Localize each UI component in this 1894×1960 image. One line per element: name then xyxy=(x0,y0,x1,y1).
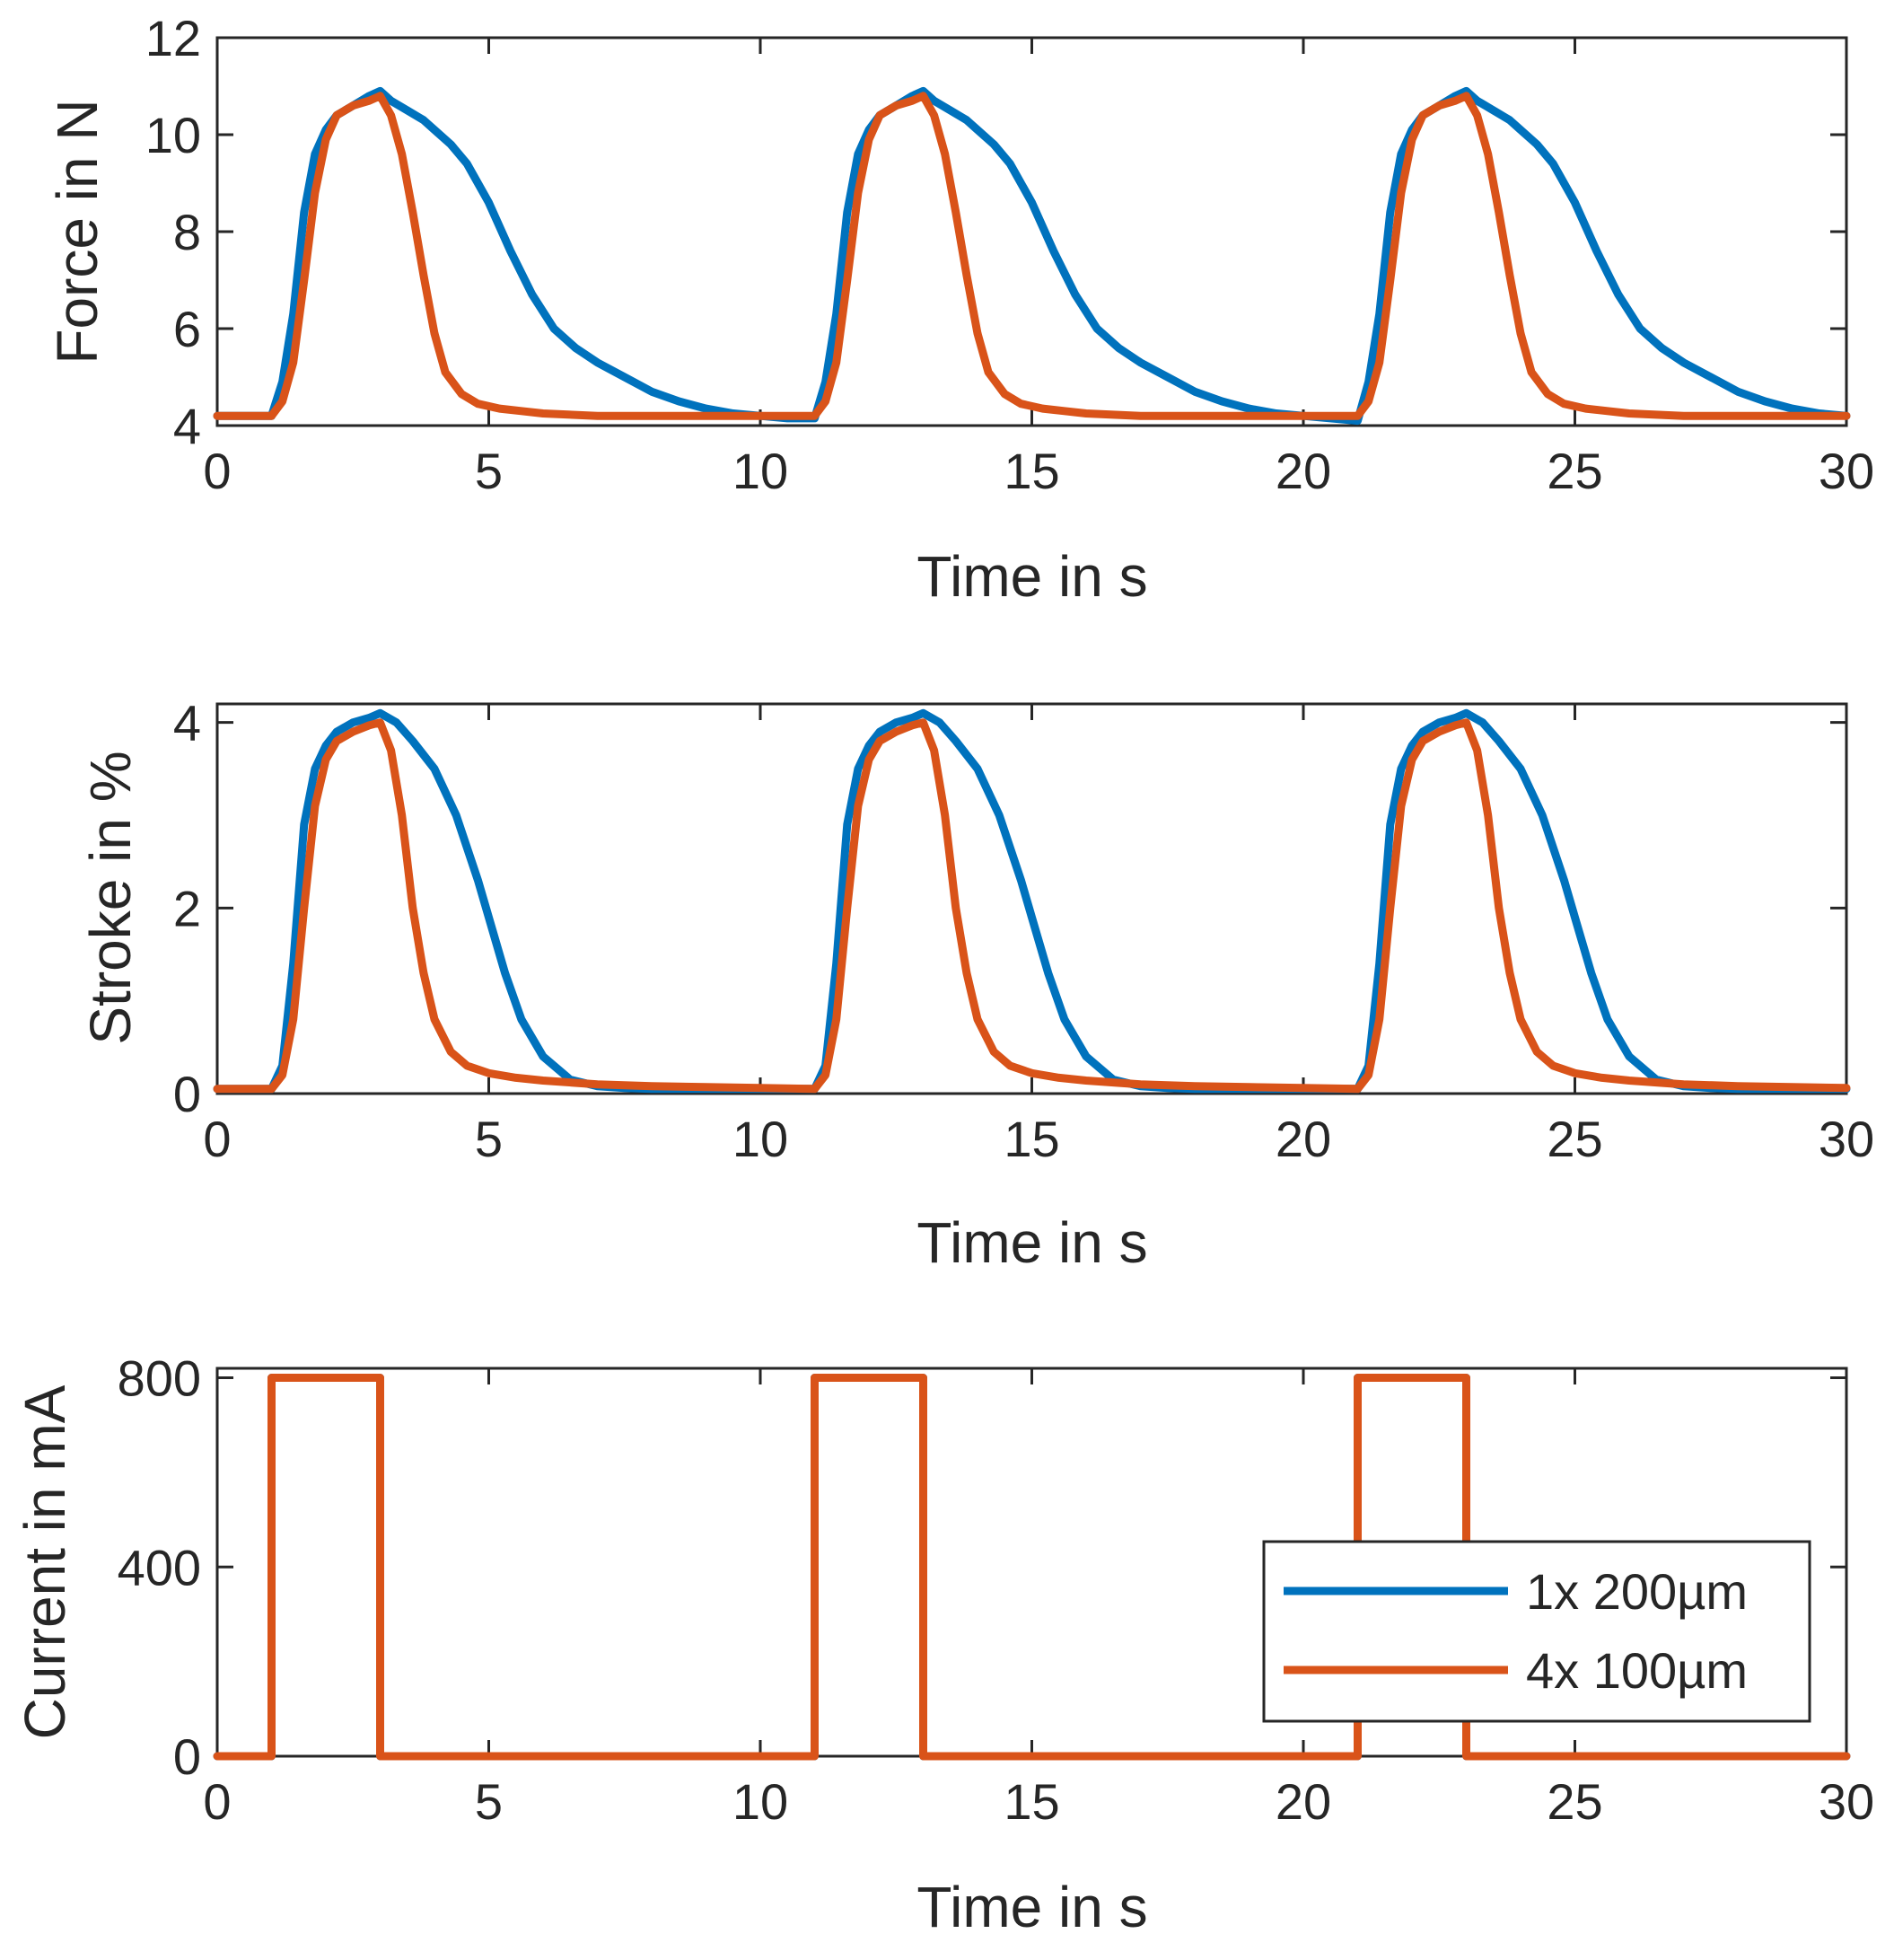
current-y-tick-label: 400 xyxy=(118,1539,201,1595)
stroke-x-tick-label: 5 xyxy=(475,1111,503,1167)
current-x-tick-label: 15 xyxy=(1004,1773,1059,1830)
force-panel: 0 5 10 15 20 25 30 4 6 8 10 12 Time in s Force in N xyxy=(45,10,1874,609)
current-x-tick-label: 0 xyxy=(203,1773,231,1830)
force-ticks: 0 5 10 15 20 25 30 4 6 8 10 12 xyxy=(145,10,1874,499)
force-x-tick-label: 25 xyxy=(1547,443,1602,499)
stroke-y-axis-label: Stroke in % xyxy=(78,751,143,1044)
stroke-series-line-blue xyxy=(213,708,1851,1094)
stroke-x-tick-label: 30 xyxy=(1819,1111,1874,1167)
force-x-tick-label: 5 xyxy=(475,443,503,499)
current-x-tick-label: 10 xyxy=(732,1773,788,1830)
stroke-x-axis-label: Time in s xyxy=(916,1210,1147,1275)
force-x-tick-label: 15 xyxy=(1004,443,1059,499)
force-y-tick-label: 6 xyxy=(173,301,201,357)
force-y-tick-label: 8 xyxy=(173,204,201,260)
current-lines xyxy=(213,1374,1851,1761)
stroke-y-tick-label: 2 xyxy=(173,880,201,936)
stroke-y-tick-label: 4 xyxy=(173,695,201,751)
current-x-tick-label: 30 xyxy=(1819,1773,1874,1830)
force-y-axis-label: Force in N xyxy=(45,99,110,364)
current-x-tick-label: 5 xyxy=(475,1773,503,1830)
stroke-x-tick-label: 15 xyxy=(1004,1111,1059,1167)
stroke-x-tick-label: 20 xyxy=(1276,1111,1331,1167)
legend-box xyxy=(1262,1540,1811,1723)
stroke-panel: 0 5 10 15 20 25 30 0 2 4 Time in s Stroke in % xyxy=(78,695,1874,1275)
force-x-tick-label: 0 xyxy=(203,443,231,499)
stroke-y-tick-label: 0 xyxy=(173,1066,201,1122)
force-x-tick-label: 10 xyxy=(732,443,788,499)
current-panel: 0 5 10 15 20 25 30 0 400 800 Time in s Current in… xyxy=(13,1350,1874,1939)
legend: 1x 200µm 4x 100µm xyxy=(1262,1540,1811,1723)
legend-label-1x-200um: 1x 200µm xyxy=(1526,1563,1748,1620)
current-y-tick-label: 800 xyxy=(118,1350,201,1407)
stroke-series-line-orange xyxy=(213,718,1851,1094)
current-x-tick-label: 25 xyxy=(1547,1773,1602,1830)
legend-label-4x-100um: 4x 100µm xyxy=(1526,1642,1748,1699)
stroke-x-tick-label: 25 xyxy=(1547,1111,1602,1167)
force-y-tick-label: 4 xyxy=(173,398,201,454)
current-y-axis-label: Current in mA xyxy=(13,1384,77,1739)
stroke-ticks: 0 5 10 15 20 25 30 0 2 4 xyxy=(173,695,1874,1167)
stroke-x-tick-label: 10 xyxy=(732,1111,788,1167)
current-x-axis-label: Time in s xyxy=(916,1875,1147,1939)
force-x-tick-label: 20 xyxy=(1276,443,1331,499)
force-y-tick-label: 12 xyxy=(145,10,201,66)
current-x-tick-label: 20 xyxy=(1276,1773,1331,1830)
force-lines xyxy=(213,86,1851,426)
stroke-lines xyxy=(213,708,1851,1094)
current-y-tick-label: 0 xyxy=(173,1728,201,1785)
current-series-line-orange xyxy=(213,1374,1851,1761)
force-y-tick-label: 10 xyxy=(145,107,201,163)
force-series-line-orange xyxy=(213,92,1851,420)
force-x-axis-label: Time in s xyxy=(916,544,1147,609)
current-ticks: 0 5 10 15 20 25 30 0 400 800 xyxy=(118,1350,1875,1830)
force-x-tick-label: 30 xyxy=(1819,443,1874,499)
force-series-line-blue xyxy=(213,86,1851,426)
stroke-x-tick-label: 0 xyxy=(203,1111,231,1167)
